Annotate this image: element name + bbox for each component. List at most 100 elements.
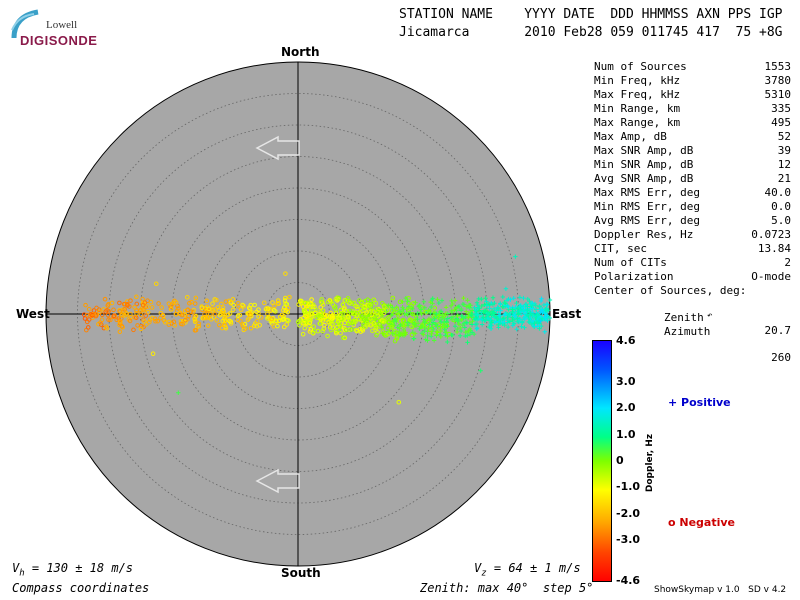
source-point-negative [322,312,328,318]
source-point-negative [374,318,380,324]
source-point-positive [532,320,537,326]
source-point-positive [535,315,541,320]
source-point-positive [466,303,472,308]
source-point-negative [303,301,309,306]
source-point-positive [539,308,545,313]
source-point-positive [474,325,480,331]
source-point-positive [421,317,426,322]
source-point-negative [345,314,351,320]
source-point-negative [286,318,291,323]
source-point-positive [425,333,430,339]
header-line-1: STATION NAME YYYY DATE DDD HHMMSS AXN PP… [399,7,783,22]
source-point-negative [342,335,348,341]
stat-value: 52 [777,130,791,143]
source-point-positive [445,316,450,321]
source-point-positive [475,302,480,308]
colorbar-tick-label: 1.0 [616,427,636,441]
source-point-negative [186,313,191,319]
source-point-negative [124,312,129,317]
source-point-positive [423,337,428,342]
source-point-positive [488,320,494,326]
center-azimuth-value: 260 [771,351,791,364]
source-point-negative [94,305,99,311]
source-point-negative [335,324,340,330]
source-point-negative [177,311,183,317]
source-point-negative [153,318,158,324]
source-point-positive [436,300,442,306]
source-point-negative [320,328,326,334]
source-point-positive [405,320,410,325]
source-point-negative [237,312,243,318]
source-point-negative [354,328,360,334]
source-point-positive [440,324,445,329]
source-point-positive [438,334,443,340]
source-point-positive [390,331,396,336]
source-point-negative [215,305,221,310]
source-point-negative [318,299,324,305]
source-point-negative [334,330,339,336]
source-point-positive [379,325,385,330]
stat-row: Num of Sources 1553 [594,60,791,74]
source-point-positive [421,332,426,337]
source-point-positive [400,299,405,304]
source-point-positive [398,322,403,328]
source-point-positive [454,305,459,311]
stat-value: 335 [771,102,791,115]
digisonde-logo: Lowell DIGISONDE [8,8,97,48]
source-point-negative [359,299,364,305]
source-point-positive [469,330,475,335]
source-point-positive [514,326,519,332]
source-point-negative [138,326,144,332]
source-point-negative [246,305,252,311]
source-point-negative [276,318,282,324]
source-point-negative [212,311,218,317]
source-point-positive [513,305,518,310]
source-point-negative [86,306,92,312]
source-point-negative [353,318,358,324]
source-point-negative [432,305,438,311]
doppler-colorbar [592,340,612,582]
source-point-positive [415,317,420,322]
stat-value: 3780 [764,74,792,87]
source-point-negative [381,304,387,309]
source-point-negative [216,322,222,328]
source-point-negative [219,301,224,307]
source-point-positive [405,299,410,304]
legend-negative: o Negative [668,516,736,529]
source-point-positive [497,301,503,306]
source-point-negative [380,319,386,325]
source-point-positive [510,317,515,323]
source-point-negative [254,323,260,329]
source-point-negative [210,301,215,306]
source-point-positive [537,326,542,331]
source-point-positive [427,322,432,327]
source-point-positive [459,306,464,312]
source-point-negative [282,295,288,301]
source-point-negative [264,306,269,311]
source-point-negative [377,322,382,327]
source-point-positive [405,312,410,318]
source-point-negative [97,309,102,315]
source-point-positive [459,313,464,319]
source-point-negative [409,324,414,330]
stat-row: Doppler Res, Hz 0.0723 [594,228,791,242]
source-point-negative [302,300,308,306]
stat-label: Min SNR Amp, dB [594,158,694,171]
source-point-positive [403,332,408,337]
source-point-negative [111,307,116,313]
source-point-positive [389,322,394,328]
source-point-negative [310,304,315,309]
source-point-positive [452,324,458,329]
source-point-positive [533,303,538,308]
source-point-positive [435,297,440,302]
source-point-positive [397,308,403,314]
stat-row: Max RMS Err, deg 40.0 [594,186,791,200]
upper-direction-arrow-icon [255,135,300,161]
source-point-positive [498,321,503,326]
colorbar-tick-label: 3.0 [616,375,636,389]
stat-label: Max Range, km [594,116,681,129]
source-point-negative [187,300,192,306]
stat-row: Avg SNR Amp, dB 21 [594,172,791,186]
source-point-positive [479,322,485,327]
source-point-positive [432,316,437,322]
